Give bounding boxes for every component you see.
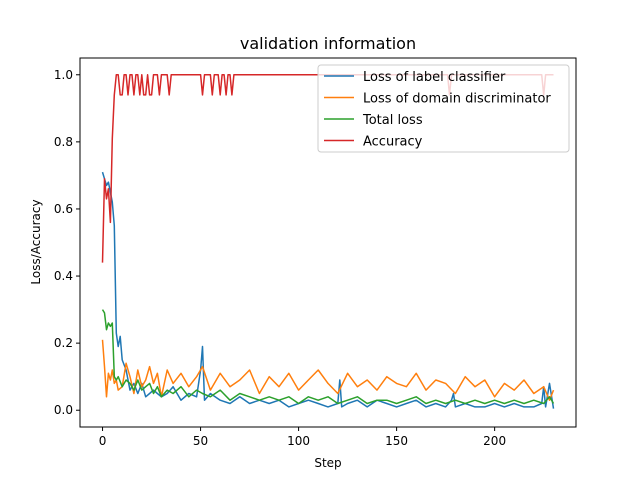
series-line-0 <box>101 171 555 409</box>
series-line-2 <box>101 309 555 405</box>
series-line-1 <box>101 339 555 401</box>
axes-frame <box>79 57 577 428</box>
x-axis: 0 50 100 150 200 <box>99 427 506 448</box>
x-tick-label: 150 <box>385 434 408 448</box>
legend: Loss of label classifier Loss of domain d… <box>317 64 570 153</box>
x-tick-label: 0 <box>99 434 107 448</box>
x-tick-label: 50 <box>193 434 208 448</box>
y-tick-label: 0.2 <box>54 336 73 350</box>
y-axis-label: Loss/Accuracy <box>29 199 43 284</box>
y-tick-label: 1.0 <box>54 68 73 82</box>
legend-box <box>317 64 570 153</box>
x-tick-label: 100 <box>287 434 310 448</box>
x-tick-label: 200 <box>483 434 506 448</box>
y-tick-label: 0.8 <box>54 135 73 149</box>
series-layer <box>101 74 555 409</box>
legend-label-0: Loss of label classifier <box>363 70 506 85</box>
y-tick-label: 0.4 <box>54 269 73 283</box>
y-tick-label: 0.6 <box>54 202 73 216</box>
legend-label-3: Accuracy <box>363 135 423 150</box>
chart-title: validation information <box>240 34 416 53</box>
legend-label-1: Loss of domain discriminator <box>363 92 551 107</box>
y-tick-label: 0.0 <box>54 403 73 417</box>
y-axis: 0.0 0.2 0.4 0.6 0.8 1.0 <box>54 68 80 417</box>
legend-label-2: Total loss <box>362 113 423 128</box>
x-axis-label: Step <box>314 456 341 470</box>
